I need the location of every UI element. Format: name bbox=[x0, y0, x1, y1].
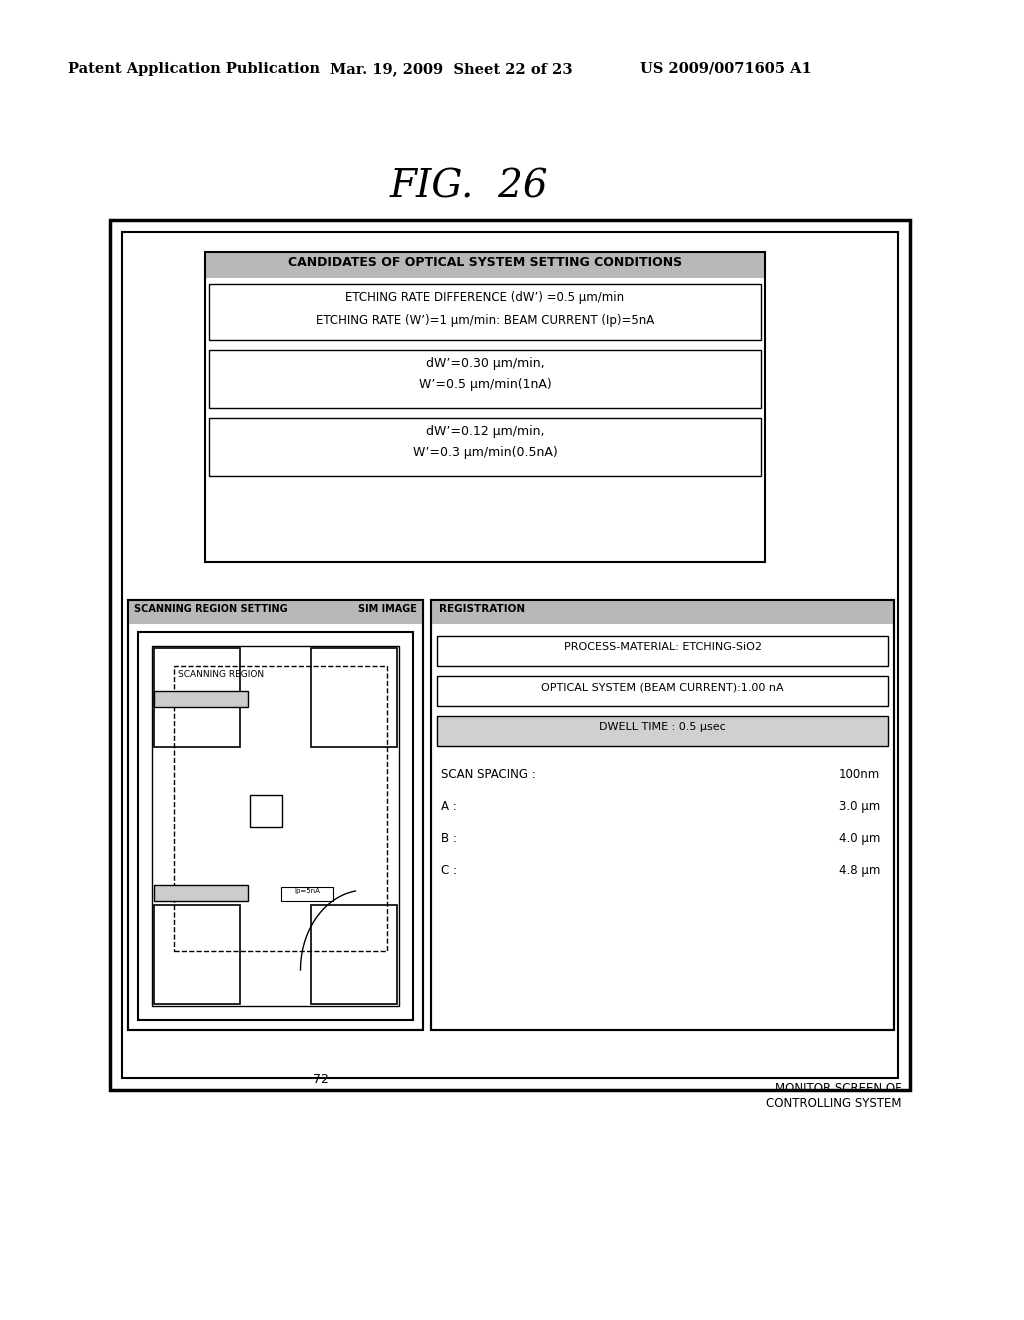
Text: OPTICAL SYSTEM (BEAM CURRENT):1.00 nA: OPTICAL SYSTEM (BEAM CURRENT):1.00 nA bbox=[542, 682, 783, 692]
Text: ETCHING RATE (W’)=1 μm/min: BEAM CURRENT (Ip)=5nA: ETCHING RATE (W’)=1 μm/min: BEAM CURRENT… bbox=[315, 314, 654, 327]
Bar bbox=[209, 350, 761, 408]
Text: CANDIDATES OF OPTICAL SYSTEM SETTING CONDITIONS: CANDIDATES OF OPTICAL SYSTEM SETTING CON… bbox=[288, 256, 682, 269]
Bar bbox=[110, 220, 910, 1090]
Bar bbox=[431, 601, 894, 1030]
Bar bbox=[281, 887, 333, 902]
Text: FIG.  26: FIG. 26 bbox=[390, 168, 549, 205]
Text: SCAN SPACING :: SCAN SPACING : bbox=[441, 768, 536, 781]
Text: MONITOR SCREEN OF
CONTROLLING SYSTEM: MONITOR SCREEN OF CONTROLLING SYSTEM bbox=[767, 1082, 902, 1110]
Text: dW’=0.30 μm/min,: dW’=0.30 μm/min, bbox=[426, 356, 545, 370]
Bar bbox=[154, 886, 249, 902]
Text: Mar. 19, 2009  Sheet 22 of 23: Mar. 19, 2009 Sheet 22 of 23 bbox=[330, 62, 572, 77]
Text: DWELL TIME : 0.5 μsec: DWELL TIME : 0.5 μsec bbox=[599, 722, 726, 733]
Text: REGISTRATION: REGISTRATION bbox=[439, 605, 525, 614]
Text: 4.0 μm: 4.0 μm bbox=[839, 832, 880, 845]
Text: 3.0 μm: 3.0 μm bbox=[839, 800, 880, 813]
Bar bbox=[431, 601, 894, 624]
Bar bbox=[128, 601, 423, 624]
Bar bbox=[209, 284, 761, 341]
Bar bbox=[205, 252, 765, 562]
Text: W’=0.5 μm/min(1nA): W’=0.5 μm/min(1nA) bbox=[419, 378, 551, 391]
Text: PROCESS-MATERIAL: ETCHING-SiO2: PROCESS-MATERIAL: ETCHING-SiO2 bbox=[563, 642, 762, 652]
Text: W’=0.3 μm/min(0.5nA): W’=0.3 μm/min(0.5nA) bbox=[413, 446, 557, 459]
Bar bbox=[431, 601, 894, 1030]
Bar bbox=[154, 648, 241, 747]
Bar bbox=[437, 676, 888, 706]
Text: 4.8 μm: 4.8 μm bbox=[839, 865, 880, 876]
Bar bbox=[138, 632, 413, 1020]
Text: 72: 72 bbox=[313, 1073, 330, 1086]
Text: C :: C : bbox=[441, 865, 457, 876]
Bar bbox=[154, 906, 241, 1005]
Text: SCANNING REGION SETTING: SCANNING REGION SETTING bbox=[134, 605, 288, 614]
Bar bbox=[209, 418, 761, 477]
Bar bbox=[128, 601, 423, 1030]
Bar bbox=[154, 690, 249, 708]
Text: ETCHING RATE DIFFERENCE (dW’) =0.5 μm/min: ETCHING RATE DIFFERENCE (dW’) =0.5 μm/mi… bbox=[345, 290, 625, 304]
Bar bbox=[310, 906, 397, 1005]
Bar bbox=[310, 648, 397, 747]
Text: dW’=0.12 μm/min,: dW’=0.12 μm/min, bbox=[426, 425, 544, 438]
Bar bbox=[174, 667, 387, 950]
Bar bbox=[122, 232, 898, 1078]
Text: SIM IMAGE: SIM IMAGE bbox=[358, 605, 417, 614]
Text: A :: A : bbox=[441, 800, 457, 813]
Text: B :: B : bbox=[441, 832, 457, 845]
Bar bbox=[437, 715, 888, 746]
Bar bbox=[205, 252, 765, 279]
Text: 100nm: 100nm bbox=[839, 768, 880, 781]
Bar bbox=[437, 636, 888, 667]
Bar bbox=[152, 645, 399, 1006]
Text: US 2009/0071605 A1: US 2009/0071605 A1 bbox=[640, 62, 812, 77]
Bar bbox=[128, 601, 423, 1030]
Text: SCANNING REGION: SCANNING REGION bbox=[178, 671, 264, 678]
Text: Ip=5nA: Ip=5nA bbox=[294, 888, 319, 895]
Text: Patent Application Publication: Patent Application Publication bbox=[68, 62, 319, 77]
Bar bbox=[250, 795, 282, 826]
